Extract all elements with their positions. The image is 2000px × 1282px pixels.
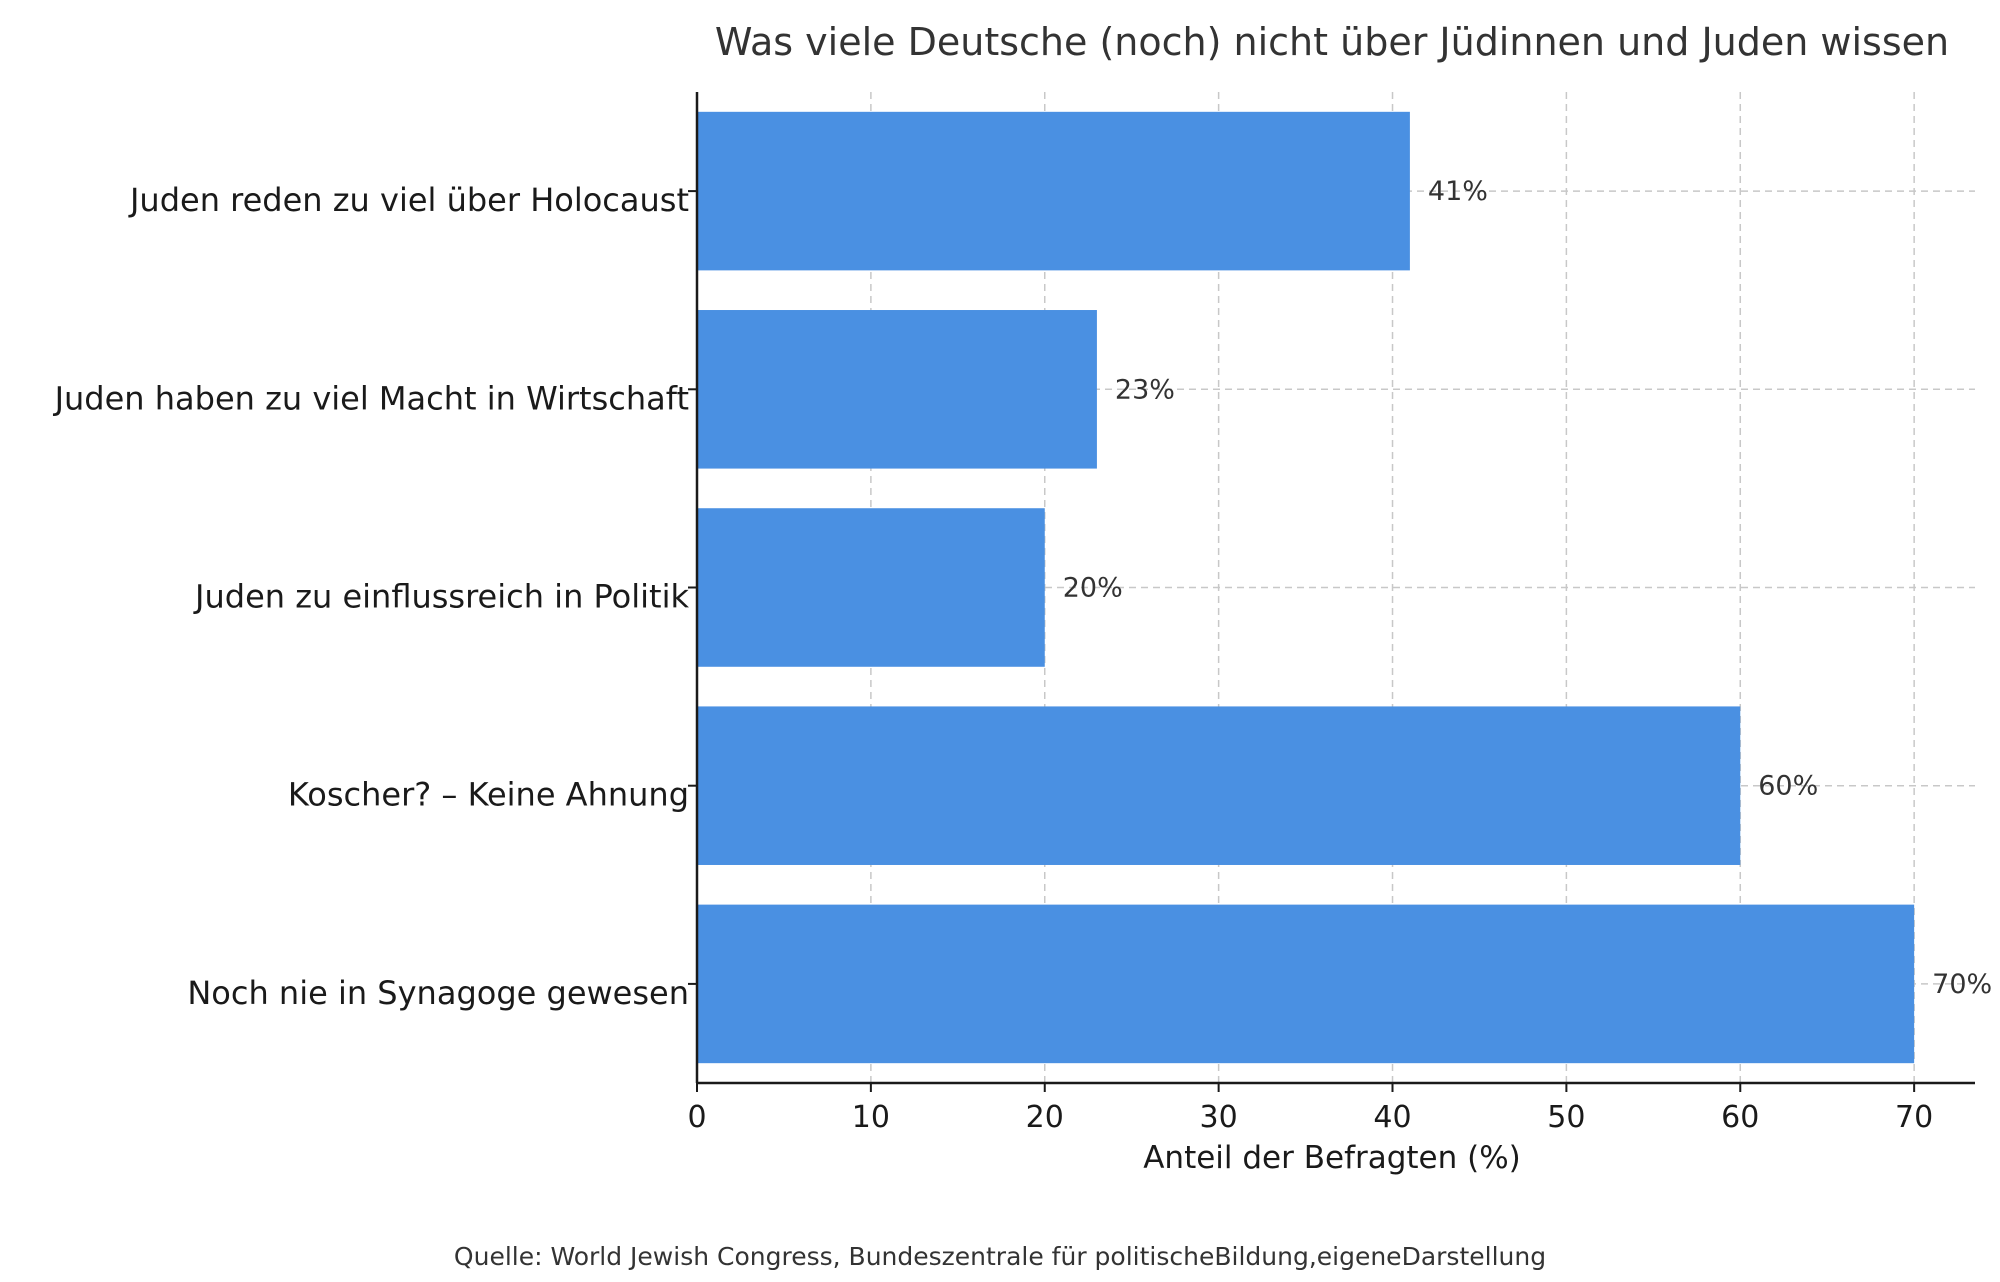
x-tick-label-0: 0 <box>687 1100 706 1135</box>
x-tick-label-1: 10 <box>852 1100 890 1135</box>
bars <box>697 111 1915 1064</box>
category-labels: Juden reden zu viel über Holocaust Juden … <box>53 181 690 1012</box>
x-tick-label-2: 20 <box>1026 1100 1064 1135</box>
axes: 0 10 20 30 40 50 60 70 <box>687 92 1975 1135</box>
category-label-2: Juden zu einflussreich in Politik <box>193 578 689 616</box>
x-tick-label-3: 30 <box>1200 1100 1238 1135</box>
data-label-4: 70% <box>1932 969 1992 1000</box>
x-axis-label: Anteil der Befragten (%) <box>1143 1140 1521 1176</box>
x-tick-label-6: 60 <box>1721 1100 1759 1135</box>
bar-4 <box>697 904 1915 1064</box>
data-label-2: 20% <box>1063 573 1123 604</box>
data-labels: 41% 23% 20% 60% 70% <box>1063 176 1992 1000</box>
bar-2 <box>697 508 1045 667</box>
bar-1 <box>697 310 1097 469</box>
source-note: Quelle: World Jewish Congress, Bundeszen… <box>454 1242 1546 1271</box>
bar-3 <box>697 706 1741 865</box>
data-label-1: 23% <box>1115 374 1175 405</box>
category-label-4: Noch nie in Synagoge gewesen <box>187 974 689 1012</box>
category-label-1: Juden haben zu viel Macht in Wirtschaft <box>53 379 689 417</box>
x-tick-label-4: 40 <box>1373 1100 1411 1135</box>
data-label-0: 41% <box>1428 176 1488 207</box>
bar-0 <box>697 111 1410 271</box>
data-label-3: 60% <box>1758 771 1818 802</box>
category-label-3: Koscher? – Keine Ahnung <box>288 776 689 814</box>
chart-title: Was viele Deutsche (noch) nicht über Jüd… <box>715 20 1949 64</box>
x-tick-label-7: 70 <box>1895 1100 1933 1135</box>
category-label-0: Juden reden zu viel über Holocaust <box>128 181 689 219</box>
x-tick-label-5: 50 <box>1547 1100 1585 1135</box>
